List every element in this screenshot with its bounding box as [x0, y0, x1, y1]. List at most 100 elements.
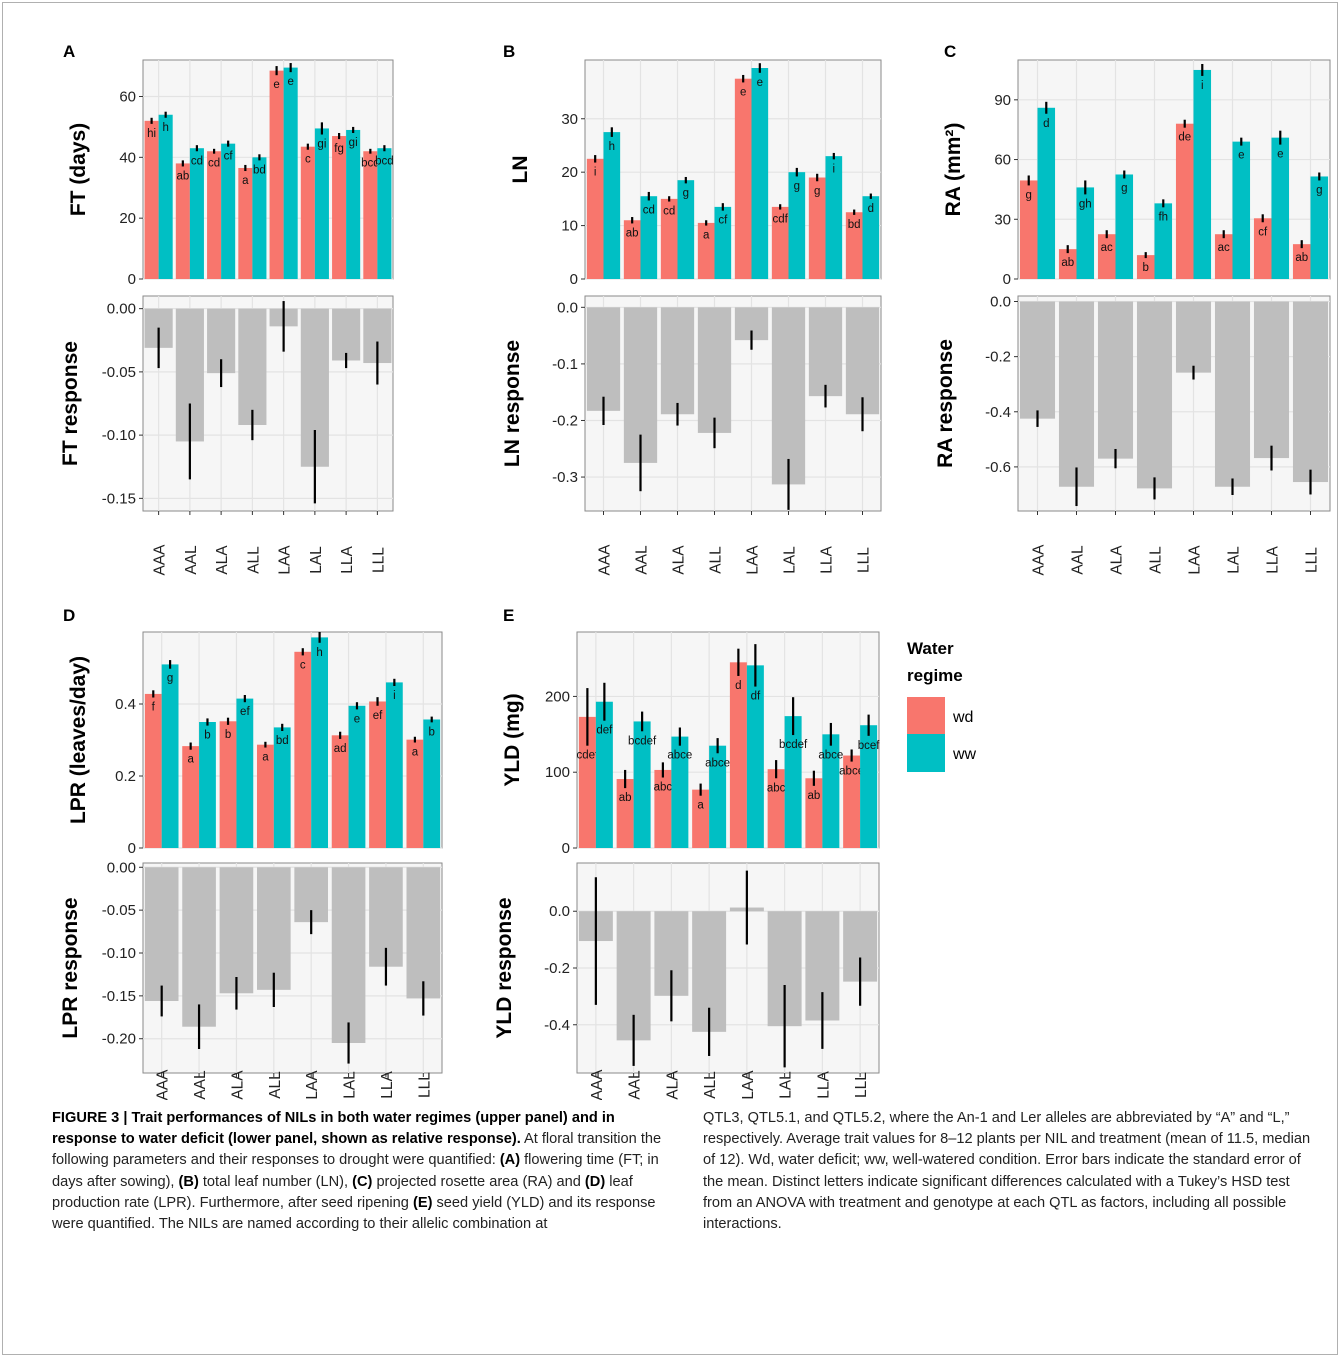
y-tick-label-C-bottom: 0.0 — [990, 294, 1011, 311]
response-bar-LAL — [771, 307, 806, 485]
legend-label-ww: ww — [952, 746, 977, 763]
significance-letter-ww-LLL: d — [868, 203, 874, 215]
x-tick-label-A-ALA: ALA — [214, 545, 231, 575]
caption-text: (D) — [584, 1173, 606, 1190]
significance-letter-ww-ALA: cf — [224, 151, 234, 163]
significance-letter-wd-LAL: cdf — [773, 214, 789, 226]
y-tick-label-D-bottom: -0.10 — [102, 945, 136, 962]
bar-ww-LLA — [346, 129, 361, 279]
response-bar-LLL — [1292, 301, 1329, 483]
response-bar-AAA — [144, 867, 179, 1001]
significance-letter-wd-AAA: g — [1026, 189, 1032, 201]
y-tick-label-A-bottom: -0.05 — [102, 364, 136, 381]
significance-letter-wd-AAA: hi — [147, 128, 156, 140]
x-tick-label-B-ALA: ALA — [671, 545, 688, 575]
bar-ww-LLA — [1271, 137, 1290, 279]
response-bar-AAA — [586, 307, 621, 411]
significance-letter-ww-LAA: e — [757, 77, 763, 89]
x-tick-label-E-LAL: LAL — [778, 1071, 795, 1099]
response-bar-ALL — [256, 867, 291, 990]
bar-wd-LAA — [1175, 123, 1194, 279]
bar-ww-AAA — [158, 114, 173, 279]
significance-letter-wd-AAL: ab — [176, 170, 189, 182]
bar-wd-AAL — [1058, 249, 1077, 279]
bar-ww-ALL — [273, 727, 291, 848]
bar-ww-LLL — [860, 725, 878, 848]
x-tick-label-D-LLA: LLA — [379, 1071, 396, 1099]
caption-text: seed yield (YLD) and its response were q… — [52, 1194, 656, 1233]
bar-wd-LLA — [369, 701, 386, 848]
significance-letter-ww-LLA: i — [833, 163, 836, 175]
significance-letter-ww-AAL: b — [204, 730, 210, 742]
significance-letter-ww-ALL: cf — [718, 215, 728, 227]
significance-letter-wd-ALL: a — [697, 800, 704, 812]
caption-text: (E) — [412, 1194, 433, 1211]
y-tick-label-D-bottom: -0.20 — [102, 1031, 136, 1048]
y-tick-label-B-bottom: -0.3 — [552, 469, 578, 486]
bar-ww-LAL — [1232, 141, 1251, 279]
significance-letter-wd-ALA: cd — [208, 158, 220, 170]
significance-letter-ww-LAA: e — [287, 76, 293, 88]
y-tick-label-B-top: 20 — [561, 164, 578, 181]
x-tick-label-A-LLL: LLL — [370, 547, 387, 573]
bar-wd-LAL — [300, 146, 315, 279]
significance-letter-ww-LAL: e — [1238, 150, 1244, 162]
x-tick-label-D-LAL: LAL — [342, 1071, 359, 1099]
bar-wd-ALL — [1136, 255, 1155, 279]
bar-wd-LAA — [269, 70, 284, 279]
bar-wd-LAL — [1214, 234, 1233, 279]
y-tick-label-D-top: 0.4 — [115, 696, 136, 713]
panel-label-A: A — [63, 42, 75, 61]
significance-letter-ww-AAA: def — [596, 725, 613, 737]
x-tick-label-B-LLL: LLL — [856, 547, 873, 573]
bar-ww-AAA — [1037, 107, 1056, 279]
significance-letter-ww-LAA: df — [751, 691, 761, 703]
x-tick-label-C-ALL: ALL — [1148, 546, 1165, 574]
bar-ww-LLL — [1310, 176, 1329, 279]
x-tick-label-A-LAL: LAL — [308, 546, 325, 574]
significance-letter-wd-LLL: ab — [1295, 252, 1308, 264]
significance-letter-wd-LLL: a — [412, 747, 419, 759]
bar-wd-ALL — [256, 744, 274, 848]
significance-letter-ww-AAA: h — [162, 122, 168, 134]
x-tick-label-E-AAA: AAA — [589, 1069, 606, 1100]
response-bar-AAL — [1058, 301, 1095, 487]
significance-letter-ww-LLA: gi — [349, 137, 358, 149]
y-tick-label-E-top: 200 — [545, 688, 570, 705]
significance-letter-wd-AAL: ab — [626, 227, 639, 239]
bar-ww-LLL — [377, 148, 392, 279]
bar-wd-LLL — [843, 755, 861, 848]
caption-text: total leaf number (LN), — [198, 1173, 353, 1190]
y-tick-label-B-top: 30 — [561, 111, 578, 128]
significance-letter-ww-LAA: i — [1201, 80, 1204, 92]
x-tick-label-E-LLA: LLA — [815, 1071, 832, 1099]
significance-letter-ww-ALL: bd — [276, 735, 289, 747]
bar-ww-LAL — [784, 716, 802, 848]
response-bar-ALA — [660, 307, 695, 415]
figure-caption: FIGURE 3 | Trait performances of NILs in… — [52, 1108, 1320, 1235]
bar-wd-LLA — [805, 778, 823, 848]
bar-ww-LLL — [862, 196, 880, 279]
significance-letter-ww-AAA: g — [167, 673, 173, 685]
caption-text: (A) — [499, 1152, 521, 1169]
x-tick-label-D-ALL: ALL — [267, 1071, 284, 1099]
y-axis-label-C-top: RA (mm²) — [942, 123, 965, 217]
caption-text: FIGURE 3 | Trait performances of NILs in… — [52, 1110, 615, 1148]
significance-letter-ww-LAA: h — [316, 647, 322, 659]
y-tick-label-A-top: 0 — [128, 271, 136, 288]
significance-letter-wd-LLL: bd — [848, 219, 861, 231]
significance-letter-ww-LAL: bcdef — [779, 739, 808, 751]
bar-ww-AAL — [633, 721, 651, 848]
y-tick-label-B-bottom: 0.0 — [557, 299, 578, 316]
significance-letter-wd-LLA: g — [814, 185, 820, 197]
bar-wd-LLA — [808, 177, 826, 279]
x-tick-label-C-LLL: LLL — [1304, 547, 1321, 573]
significance-letter-wd-ALL: a — [262, 752, 269, 764]
significance-letter-ww-ALA: g — [1121, 182, 1127, 194]
bar-ww-AAL — [640, 196, 658, 279]
x-tick-label-E-ALA: ALA — [664, 1070, 681, 1100]
bar-ww-AAA — [161, 664, 179, 848]
bar-ww-ALL — [709, 745, 727, 848]
